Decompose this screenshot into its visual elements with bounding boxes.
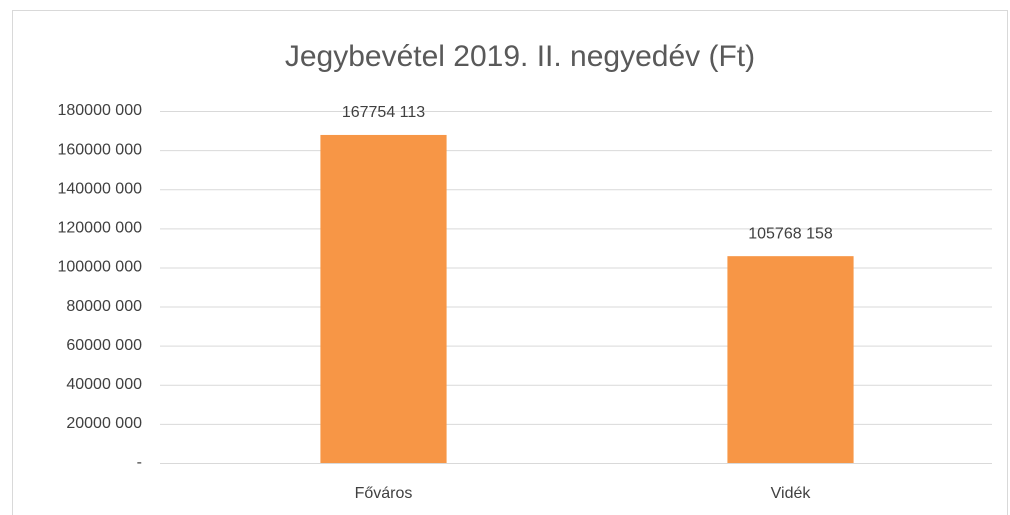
y-tick-label: 180000 000: [57, 102, 142, 119]
x-tick-label: Főváros: [355, 485, 413, 502]
bar: [320, 134, 447, 463]
y-tick-label: 60000 000: [66, 337, 142, 354]
data-label: 105768 158: [748, 225, 833, 242]
chart-title: Jegybevétel 2019. II. negyedév (Ft): [285, 40, 755, 73]
y-tick-label: 20000 000: [66, 415, 142, 432]
x-tick-label: Vidék: [771, 485, 812, 502]
y-tick-label: 80000 000: [66, 298, 142, 315]
y-tick-label: -: [137, 454, 142, 471]
y-tick-label: 40000 000: [66, 376, 142, 393]
y-tick-label: 100000 000: [57, 259, 142, 276]
y-tick-label: 120000 000: [57, 220, 142, 237]
y-tick-label: 160000 000: [57, 141, 142, 158]
chart-border: [12, 10, 1008, 515]
bar: [727, 256, 854, 463]
y-tick-label: 140000 000: [57, 180, 142, 197]
data-label: 167754 113: [342, 104, 425, 121]
